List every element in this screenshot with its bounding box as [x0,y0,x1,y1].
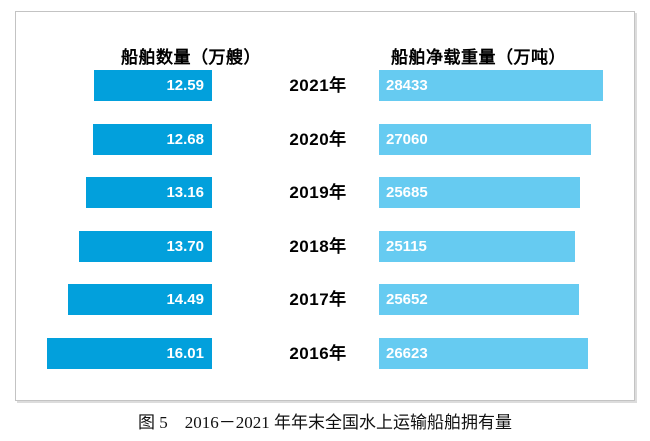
deadweight-bar: 26623 [379,338,588,369]
chart-panel: 船舶数量（万艘） 船舶净载重量（万吨） 12.59 2021年 28433 12… [15,11,635,401]
chart-row: 13.16 2019年 25685 [16,177,634,208]
right-axis-title: 船舶净载重量（万吨） [391,48,566,67]
chart-row: 12.59 2021年 28433 [16,70,634,101]
deadweight-bar: 25685 [379,177,580,208]
chart-row: 13.70 2018年 25115 [16,231,634,262]
chart-row: 16.01 2016年 26623 [16,338,634,369]
year-label: 2016年 [289,344,347,363]
ship-count-bar: 14.49 [68,284,212,315]
figure-caption: 图 5 2016－2021 年年末全国水上运输船舶拥有量 [138,413,512,432]
ship-count-value-label: 12.59 [166,77,204,94]
ship-count-value-label: 16.01 [166,345,204,362]
ship-count-bar: 16.01 [47,338,212,369]
deadweight-bar: 25652 [379,284,579,315]
deadweight-bar: 28433 [379,70,603,101]
deadweight-value-label: 27060 [386,131,428,148]
ship-count-bar: 12.68 [93,124,212,155]
chart-row: 14.49 2017年 25652 [16,284,634,315]
year-label: 2021年 [289,76,347,95]
left-axis-title: 船舶数量（万艘） [121,48,261,67]
deadweight-value-label: 25652 [386,291,428,308]
deadweight-bar: 27060 [379,124,591,155]
ship-count-bar: 13.16 [86,177,212,208]
deadweight-value-label: 25115 [386,238,427,255]
deadweight-value-label: 28433 [386,77,428,94]
ship-count-value-label: 12.68 [166,131,204,148]
ship-count-value-label: 14.49 [166,291,204,308]
year-label: 2017年 [289,290,347,309]
year-label: 2019年 [289,183,347,202]
deadweight-bar: 25115 [379,231,575,262]
deadweight-value-label: 26623 [386,345,428,362]
year-label: 2018年 [289,237,347,256]
ship-count-bar: 12.59 [94,70,212,101]
ship-count-value-label: 13.70 [166,238,204,255]
chart-row: 12.68 2020年 27060 [16,124,634,155]
year-label: 2020年 [289,130,347,149]
ship-count-value-label: 13.16 [166,184,204,201]
deadweight-value-label: 25685 [386,184,428,201]
ship-count-bar: 13.70 [79,231,212,262]
